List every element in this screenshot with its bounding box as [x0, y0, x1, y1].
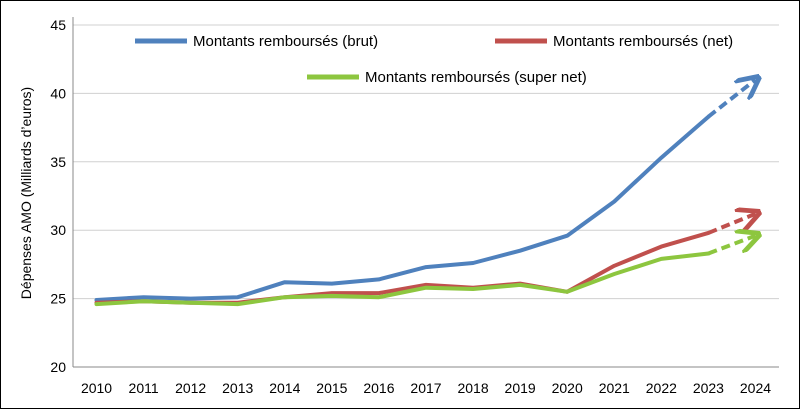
x-tick-label: 2013 — [222, 380, 253, 396]
x-tick-label: 2019 — [505, 380, 536, 396]
projection-arrow — [708, 236, 755, 254]
y-tick-labels: 20 25 30 35 40 45 — [50, 17, 66, 375]
y-tick-label: 25 — [50, 291, 66, 307]
x-tick-label: 2010 — [81, 380, 112, 396]
x-tick-label: 2018 — [457, 380, 488, 396]
x-tick-labels: 2010 2011 2012 2013 2014 2015 2016 2017 2018 2019… — [81, 380, 771, 396]
x-tick-label: 2021 — [599, 380, 630, 396]
x-tick-label: 2017 — [410, 380, 441, 396]
y-tick-label: 35 — [50, 154, 66, 170]
projection-arrow — [708, 80, 755, 117]
legend: Montants remboursés (brut) Montants rembo… — [135, 33, 733, 86]
x-tick-label: 2023 — [693, 380, 724, 396]
x-tick-label: 2012 — [175, 380, 206, 396]
x-tick-label: 2024 — [740, 380, 771, 396]
y-tick-label: 45 — [50, 17, 66, 33]
legend-label: Montants remboursés (net) — [553, 33, 733, 50]
y-tick-label: 30 — [50, 222, 66, 238]
series-line — [97, 254, 709, 305]
x-tick-label: 2015 — [316, 380, 347, 396]
x-tick-label: 2020 — [552, 380, 583, 396]
x-tick-label: 2016 — [363, 380, 394, 396]
x-tick-label: 2011 — [129, 380, 159, 396]
y-tick-label: 40 — [50, 85, 66, 101]
legend-label: Montants remboursés (super net) — [365, 69, 587, 86]
series-lines — [96, 80, 755, 305]
x-tick-label: 2022 — [646, 380, 677, 396]
y-axis-label: Dépenses AMO (Milliards d’euros) — [18, 87, 34, 299]
x-tick-label: 2014 — [269, 380, 300, 396]
legend-label: Montants remboursés (brut) — [193, 33, 378, 50]
y-tick-label: 20 — [50, 359, 66, 375]
